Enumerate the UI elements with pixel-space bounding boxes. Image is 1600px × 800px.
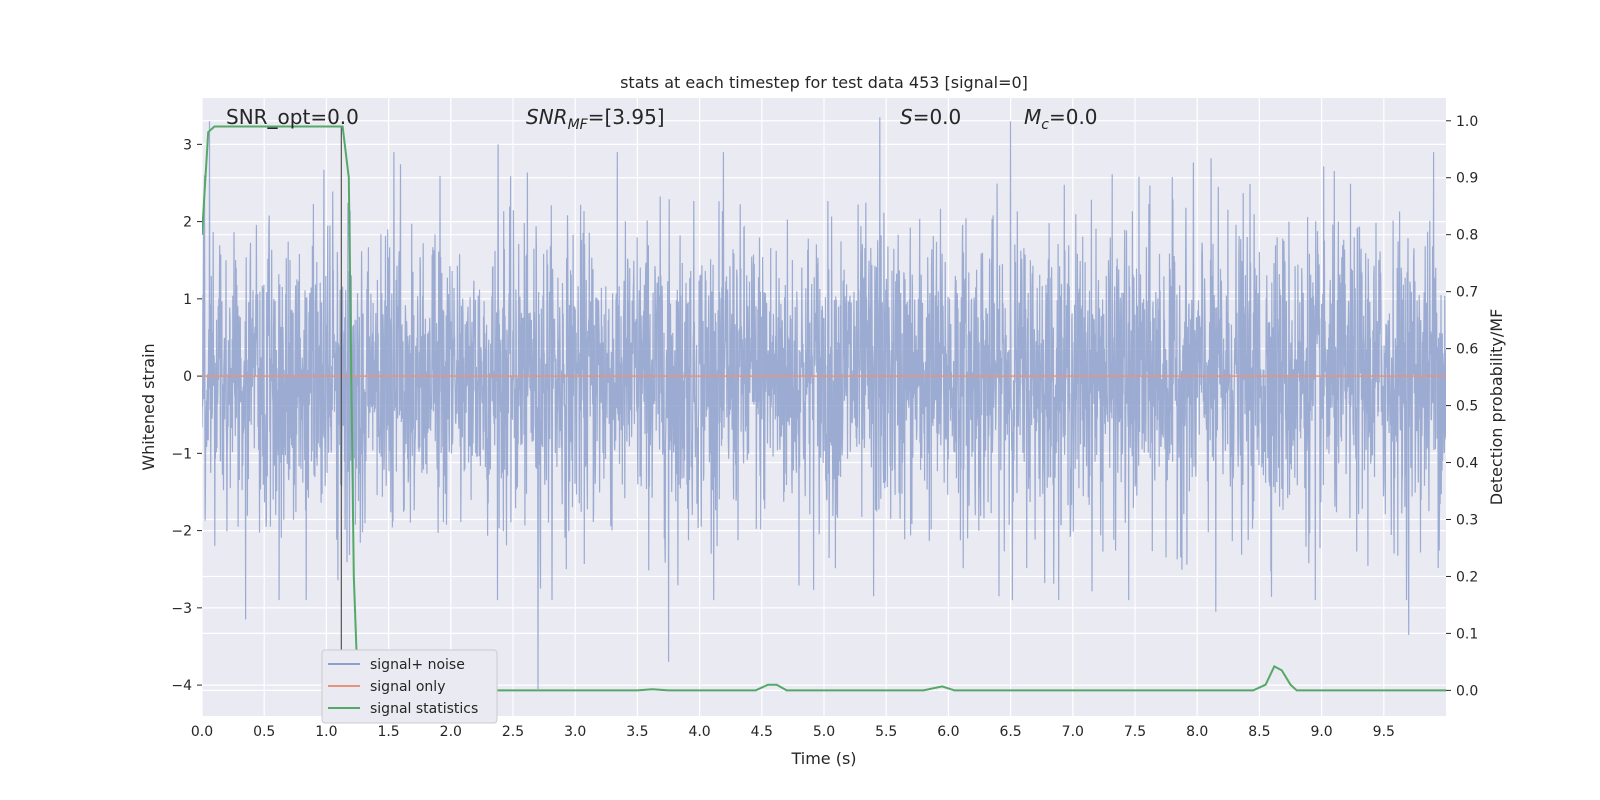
legend: signal+ noise signal only signal statist…	[321, 649, 498, 724]
y-right-tick-label: 0.1	[1456, 626, 1478, 642]
annotation-snr-opt: SNR_opt=0.0	[226, 105, 359, 129]
x-tick-label: 4.5	[751, 724, 773, 740]
x-tick-label: 5.0	[813, 724, 835, 740]
x-tick-label: 8.0	[1186, 724, 1208, 740]
x-tick-label: 9.0	[1310, 724, 1332, 740]
annotation-mc: Mc=0.0	[1024, 105, 1098, 133]
series-layer	[202, 117, 1446, 716]
y-right-tick-label: 1.0	[1456, 114, 1478, 130]
x-tick-label: 6.5	[999, 724, 1021, 740]
annotation-snr-mf: SNRMF=[3.95]	[526, 105, 665, 133]
y-left-tick-label: 3	[183, 137, 192, 153]
x-tick-label: 2.5	[502, 724, 524, 740]
series-signal-noise	[202, 117, 1446, 690]
y-right-tick-label: 0.5	[1456, 399, 1478, 415]
x-tick-label: 0.0	[191, 724, 213, 740]
y-right-tick-label: 0.8	[1456, 228, 1478, 244]
x-tick-label: 7.5	[1124, 724, 1146, 740]
y-left-tick-label: 2	[183, 215, 192, 231]
x-axis-label: Time (s)	[790, 749, 856, 768]
x-tick-label: 1.0	[315, 724, 337, 740]
tick-labels: 0.0 0.5 1.0 1.5 2.0 2.5 3.0 3.5 4.0 4.5 5.0 5.5 6.0 6…	[171, 114, 1478, 740]
y-right-tick-label: 0.2	[1456, 569, 1478, 585]
annotation-s: S=0.0	[900, 105, 961, 129]
x-tick-label: 6.0	[937, 724, 959, 740]
y-left-tick-label: −3	[171, 601, 192, 617]
y-right-tick-label: 0.9	[1456, 171, 1478, 187]
y-axis-label-left: Whitened strain	[139, 343, 158, 470]
x-tick-label: 8.5	[1248, 724, 1270, 740]
legend-label-signal-only: signal only	[370, 679, 445, 695]
legend-label-signal-noise: signal+ noise	[370, 657, 465, 673]
y-left-tick-label: 0	[183, 369, 192, 385]
series-signal-statistics	[202, 125, 1446, 692]
x-tick-label: 1.5	[377, 724, 399, 740]
y-right-tick-label: 0.7	[1456, 285, 1478, 301]
y-left-tick-label: −4	[171, 678, 192, 694]
legend-box	[321, 649, 498, 724]
x-tick-label: 5.5	[875, 724, 897, 740]
x-tick-label: 9.5	[1373, 724, 1395, 740]
y-right-tick-label: 0.3	[1456, 512, 1478, 528]
x-tick-label: 3.0	[564, 724, 586, 740]
y-left-tick-label: −2	[171, 524, 192, 540]
x-tick-label: 0.5	[253, 724, 275, 740]
chart-title: stats at each timestep for test data 453…	[620, 73, 1028, 92]
y-right-tick-label: 0.4	[1456, 456, 1478, 472]
y-right-tick-label: 0.0	[1456, 683, 1478, 699]
legend-label-signal-statistics: signal statistics	[370, 701, 478, 717]
y-right-tick-label: 0.6	[1456, 342, 1478, 358]
x-tick-label: 3.5	[626, 724, 648, 740]
y-left-tick-label: −1	[171, 446, 192, 462]
y-left-tick-label: 1	[183, 292, 192, 308]
x-tick-label: 7.0	[1062, 724, 1084, 740]
x-tick-label: 4.0	[688, 724, 710, 740]
y-axis-label-right: Detection probability/MF	[1487, 309, 1506, 506]
x-tick-label: 2.0	[440, 724, 462, 740]
